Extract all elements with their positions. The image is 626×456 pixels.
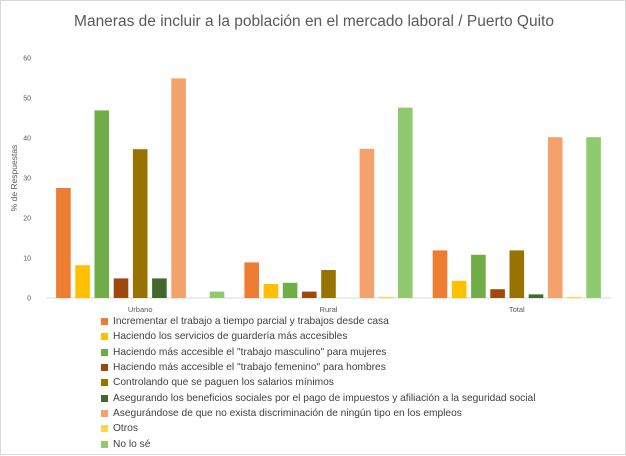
legend-label: Incrementar el trabajo a tiempo parcial … [113, 316, 389, 328]
bar [302, 291, 317, 298]
legend-swatch [101, 364, 108, 372]
legend-item: Haciendo más accesible el "trabajo femen… [101, 360, 535, 375]
legend-label: Otros [113, 423, 138, 435]
legend: Incrementar el trabajo a tiempo parcial … [101, 314, 535, 452]
legend-label: Haciendo más accesible el "trabajo femen… [113, 362, 386, 374]
bar [432, 250, 448, 298]
y-tick-label: 0 [27, 296, 31, 303]
y-tick-label: 10 [23, 256, 31, 263]
x-tick-label: Rural [320, 305, 338, 314]
bar [132, 149, 148, 298]
legend-item: Haciendo más accesible el "trabajo mascu… [101, 345, 535, 360]
bar [209, 291, 225, 298]
bar [509, 250, 525, 298]
x-tick-label: Total [509, 305, 525, 314]
legend-swatch [101, 333, 108, 341]
bar [547, 137, 563, 298]
legend-label: Asegurándose de que no exista discrimina… [113, 407, 462, 419]
legend-item: Controlando que se paguen los salarios m… [101, 375, 535, 390]
bar [94, 110, 110, 299]
bar [471, 254, 486, 298]
legend-item: Asegurando los beneficios sociales por e… [101, 390, 535, 405]
legend-label: Controlando que se paguen los salarios m… [113, 377, 334, 389]
bar [378, 296, 394, 298]
legend-swatch [101, 379, 108, 387]
y-tick-label: 20 [23, 216, 31, 223]
bar [152, 278, 167, 298]
legend-swatch [101, 425, 108, 433]
legend-swatch [101, 409, 108, 417]
legend-swatch [101, 394, 108, 402]
bar [490, 289, 505, 298]
legend-item: Haciendo los servicios de guardería más … [101, 329, 535, 344]
legend-label: Asegurando los beneficios sociales por e… [113, 392, 536, 404]
bar [75, 265, 90, 298]
y-tick-label: 40 [23, 136, 31, 143]
bar [321, 270, 336, 298]
bar [244, 262, 259, 298]
y-tick-label: 30 [23, 176, 31, 183]
bar [113, 278, 129, 298]
bar [398, 107, 413, 298]
chart-title: Maneras de incluir a la población en el … [74, 13, 554, 30]
bar [528, 294, 544, 298]
y-tick-label: 60 [23, 56, 31, 63]
bar [451, 280, 467, 298]
bar [567, 296, 582, 298]
bar [359, 148, 375, 298]
legend-item: Otros [101, 421, 535, 436]
legend-swatch [101, 318, 108, 326]
y-axis-label: % de Respuestas [9, 145, 19, 212]
legend-swatch [101, 440, 108, 448]
x-tick-label: Urbano [128, 305, 153, 314]
legend-item: No lo sé [101, 436, 535, 451]
bar [586, 137, 601, 298]
bar [282, 282, 298, 298]
legend-label: No lo sé [113, 438, 151, 450]
bar [263, 284, 279, 298]
legend-item: Asegurándose de que no exista discrimina… [101, 406, 535, 421]
y-tick-label: 50 [23, 96, 31, 103]
legend-item: Incrementar el trabajo a tiempo parcial … [101, 314, 535, 329]
bar [56, 188, 71, 298]
bar [171, 78, 186, 299]
legend-label: Haciendo más accesible el "trabajo mascu… [113, 346, 387, 358]
legend-swatch [101, 348, 108, 356]
legend-label: Haciendo los servicios de guardería más … [113, 331, 348, 343]
